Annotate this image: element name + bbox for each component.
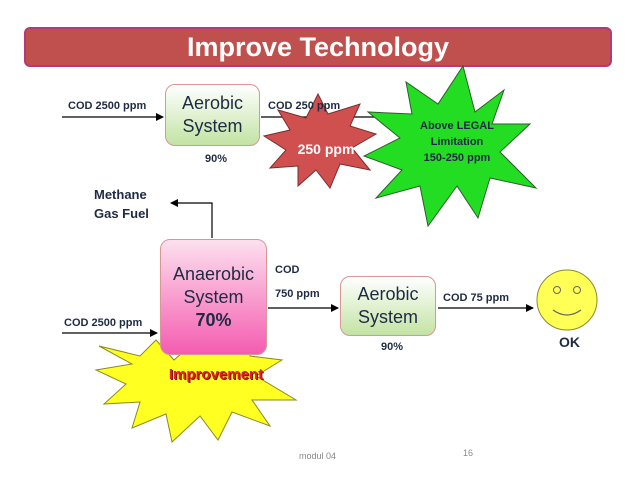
bottom-output-label: COD 75 ppm bbox=[443, 292, 510, 304]
anaerobic-line2: System bbox=[183, 286, 244, 307]
aerobic-top-line2: System bbox=[182, 116, 243, 136]
legal-limit-burst bbox=[362, 64, 538, 228]
smiley-face-icon bbox=[536, 269, 598, 331]
aerobic-bottom-line2: System bbox=[357, 307, 418, 327]
improvement-label: Improvement bbox=[168, 366, 264, 383]
methane-line-2: Gas Fuel bbox=[94, 206, 149, 221]
anaerobic-efficiency: 70% bbox=[195, 309, 232, 330]
anaerobic-system: Anaerobic System 70% bbox=[160, 239, 267, 355]
slide-title: Improve Technology bbox=[24, 27, 612, 67]
burst-250-label: 250 ppm bbox=[297, 141, 355, 157]
aerobic-system-top: Aerobic System bbox=[165, 84, 260, 146]
mid-label-line2: 750 ppm bbox=[275, 288, 320, 300]
methane-line-1: Methane bbox=[94, 187, 147, 202]
aerobic-bottom-line1: Aerobic bbox=[357, 284, 419, 304]
aerobic-bottom-efficiency: 90% bbox=[381, 341, 404, 353]
aerobic-top-line1: Aerobic bbox=[181, 93, 244, 113]
effluent-burst bbox=[262, 92, 378, 189]
bottom-input-label: COD 2500 ppm bbox=[64, 317, 143, 329]
aerobic-top-efficiency: 90% bbox=[205, 153, 228, 165]
legal-limit-text: Above LEGAL Limitation 150-250 ppm bbox=[405, 118, 509, 166]
legal-line-2: Limitation bbox=[430, 136, 484, 148]
legal-line-3: 150-250 ppm bbox=[423, 152, 491, 164]
top-input-label: COD 2500 ppm bbox=[68, 100, 147, 112]
top-output-label: COD 250 ppm bbox=[268, 100, 341, 112]
aerobic-system-bottom: Aerobic System bbox=[340, 276, 436, 336]
methane-gas-fuel: Methane Gas Fuel bbox=[94, 185, 149, 223]
footer-page-number: 16 bbox=[463, 448, 474, 458]
arrow-methane bbox=[170, 199, 213, 238]
mid-label-line1: COD bbox=[275, 264, 300, 276]
legal-line-1: Above LEGAL bbox=[420, 120, 494, 132]
result-ok: OK bbox=[559, 334, 580, 350]
footer-module: modul 04 bbox=[299, 451, 337, 461]
anaerobic-line1: Anaerobic bbox=[172, 263, 255, 284]
